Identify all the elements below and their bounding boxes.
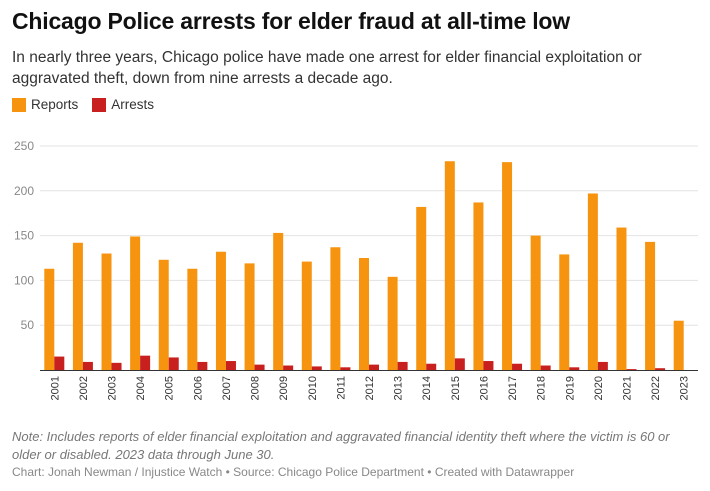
- x-tick-label-2013: 2013: [393, 376, 405, 400]
- bar-arrests-2013: [397, 361, 408, 370]
- chart-source: Chart: Jonah Newman / Injustice Watch • …: [12, 465, 575, 479]
- bar-arrests-2010: [311, 366, 322, 370]
- y-tick-label-100: 100: [14, 273, 34, 287]
- x-tick-label-2022: 2022: [650, 376, 662, 400]
- bar-arrests-2015: [454, 358, 465, 370]
- x-tick-label-2016: 2016: [478, 376, 490, 400]
- bar-arrests-2022: [655, 368, 666, 370]
- bar-reports-2009: [273, 232, 284, 370]
- x-tick-label-2023: 2023: [679, 376, 691, 400]
- chart-note: Note: Includes reports of elder financia…: [12, 429, 670, 462]
- bar-arrests-2017: [512, 363, 523, 370]
- bar-arrests-2016: [483, 361, 494, 370]
- x-tick-label-2017: 2017: [507, 376, 519, 400]
- x-tick-label-2020: 2020: [593, 376, 605, 400]
- x-tick-label-2001: 2001: [49, 376, 61, 400]
- bar-arrests-2002: [82, 361, 93, 370]
- bar-arrests-2006: [197, 361, 208, 370]
- y-axis-ticks: 50 100 150 200 250: [14, 139, 34, 332]
- chart-subtitle: In nearly three years, Chicago police ha…: [12, 49, 642, 87]
- bar-arrests-2018: [540, 365, 551, 370]
- bar-reports-2020: [587, 193, 598, 370]
- x-tick-label-2015: 2015: [450, 376, 462, 400]
- bar-reports-2011: [330, 247, 341, 370]
- bar-arrests-2019: [569, 367, 580, 370]
- x-tick-label-2002: 2002: [78, 376, 90, 400]
- bar-reports-2002: [72, 242, 83, 370]
- bar-arrests-2011: [340, 367, 351, 370]
- y-tick-label-200: 200: [14, 184, 34, 198]
- bar-reports-2001: [44, 268, 55, 370]
- bar-reports-2013: [387, 276, 398, 370]
- x-tick-label-2014: 2014: [421, 376, 433, 400]
- y-tick-label-150: 150: [14, 229, 34, 243]
- x-tick-label-2007: 2007: [221, 376, 233, 400]
- bar-arrests-2004: [140, 355, 151, 370]
- bar-arrests-2005: [168, 357, 179, 370]
- bar-arrests-2012: [369, 364, 379, 370]
- bar-reports-2004: [130, 236, 141, 370]
- bar-reports-2018: [530, 235, 541, 370]
- bar-arrests-2020: [597, 361, 608, 370]
- legend: Reports Arrests: [12, 97, 154, 112]
- bar-reports-2005: [158, 259, 169, 370]
- x-tick-label-2005: 2005: [164, 376, 176, 400]
- bar-arrests-2007: [225, 361, 236, 370]
- x-tick-label-2006: 2006: [192, 376, 204, 400]
- x-tick-label-2021: 2021: [621, 376, 633, 400]
- bar-reports-2019: [559, 254, 570, 370]
- x-axis-labels: 2001 2002 2003 2004 2005 2006 2007 2008 2009 2010…: [49, 376, 690, 400]
- x-tick-label-2009: 2009: [278, 376, 290, 400]
- bar-arrests-2021: [626, 369, 637, 370]
- x-tick-label-2012: 2012: [364, 376, 376, 400]
- bar-reports-2014: [416, 206, 427, 370]
- bar-reports-2003: [101, 253, 112, 370]
- legend-swatch-arrests: [92, 97, 107, 112]
- bar-reports-2017: [502, 162, 513, 370]
- bar-reports-2022: [645, 241, 656, 370]
- bar-reports-2015: [444, 161, 455, 370]
- legend-label-arrests: Arrests: [111, 97, 155, 112]
- bar-reports-2016: [473, 202, 484, 370]
- y-tick-label-250: 250: [14, 139, 34, 153]
- bar-arrests-2008: [254, 364, 265, 370]
- x-tick-label-2004: 2004: [135, 376, 147, 400]
- legend-item-reports: Reports: [12, 97, 78, 112]
- bar-arrests-2009: [283, 365, 294, 370]
- legend-label-reports: Reports: [31, 97, 79, 112]
- x-tick-label-2011: 2011: [335, 376, 347, 400]
- bar-arrests-2003: [111, 362, 122, 370]
- bar-reports-2007: [215, 251, 226, 370]
- bar-reports-2021: [616, 227, 627, 370]
- legend-swatch-reports: [12, 97, 26, 112]
- bar-reports-2006: [187, 268, 198, 370]
- x-tick-label-2018: 2018: [536, 376, 548, 400]
- bar-arrests-2001: [54, 356, 65, 370]
- chart-title: Chicago Police arrests for elder fraud a…: [12, 8, 570, 34]
- bars: [40, 161, 698, 371]
- bar-reports-2012: [359, 258, 369, 370]
- bar-reports-2010: [301, 261, 312, 370]
- y-tick-label-50: 50: [21, 318, 35, 332]
- x-tick-label-2003: 2003: [107, 376, 119, 400]
- x-tick-label-2008: 2008: [250, 376, 262, 400]
- x-tick-label-2019: 2019: [564, 376, 576, 400]
- bar-reports-2008: [244, 263, 255, 370]
- bar-reports-2023: [673, 320, 684, 370]
- bar-arrests-2014: [426, 363, 437, 370]
- legend-item-arrests: Arrests: [92, 97, 154, 112]
- x-tick-label-2010: 2010: [307, 376, 319, 400]
